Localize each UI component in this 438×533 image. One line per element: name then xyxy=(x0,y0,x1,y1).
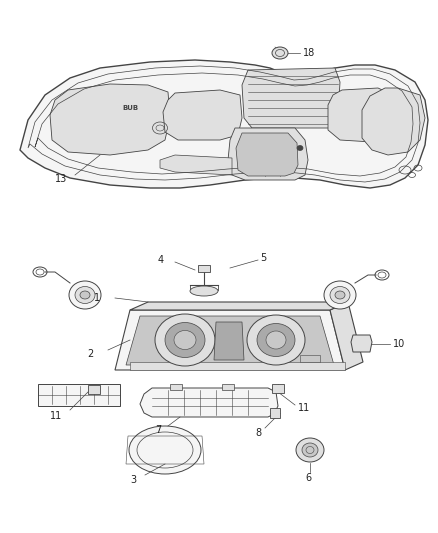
Polygon shape xyxy=(126,316,334,365)
Text: 7: 7 xyxy=(155,425,161,435)
Text: 11: 11 xyxy=(50,411,62,421)
Ellipse shape xyxy=(155,314,215,366)
Ellipse shape xyxy=(302,443,318,457)
Text: 1: 1 xyxy=(94,293,100,303)
Polygon shape xyxy=(228,128,308,180)
Polygon shape xyxy=(88,385,100,394)
Polygon shape xyxy=(214,322,244,360)
Polygon shape xyxy=(160,155,232,175)
Ellipse shape xyxy=(165,322,205,358)
Polygon shape xyxy=(163,90,242,140)
Ellipse shape xyxy=(257,324,295,357)
Ellipse shape xyxy=(80,291,90,299)
Ellipse shape xyxy=(335,291,345,299)
Polygon shape xyxy=(222,384,234,390)
Polygon shape xyxy=(328,88,395,142)
Text: 3: 3 xyxy=(130,475,136,485)
Polygon shape xyxy=(300,355,320,362)
Text: 11: 11 xyxy=(298,403,310,413)
Polygon shape xyxy=(115,310,345,370)
Polygon shape xyxy=(272,384,284,393)
Ellipse shape xyxy=(75,287,95,303)
Polygon shape xyxy=(170,384,182,390)
Polygon shape xyxy=(20,60,428,188)
Text: 4: 4 xyxy=(158,255,164,265)
Polygon shape xyxy=(270,408,280,418)
Polygon shape xyxy=(330,302,363,370)
Ellipse shape xyxy=(190,286,218,296)
Polygon shape xyxy=(242,68,340,128)
Ellipse shape xyxy=(266,331,286,349)
Text: 2: 2 xyxy=(87,349,93,359)
Text: 6: 6 xyxy=(305,473,311,483)
Polygon shape xyxy=(236,133,298,176)
Ellipse shape xyxy=(247,315,305,365)
Text: 18: 18 xyxy=(303,48,315,58)
Text: 13: 13 xyxy=(55,174,67,184)
Text: 8: 8 xyxy=(255,428,261,438)
Ellipse shape xyxy=(69,281,101,309)
Ellipse shape xyxy=(297,146,303,150)
Polygon shape xyxy=(130,302,348,310)
Text: 5: 5 xyxy=(260,253,266,263)
Ellipse shape xyxy=(296,438,324,462)
Polygon shape xyxy=(130,362,345,370)
Ellipse shape xyxy=(129,426,201,474)
Polygon shape xyxy=(362,88,425,155)
Polygon shape xyxy=(38,384,120,406)
Polygon shape xyxy=(50,84,170,155)
Ellipse shape xyxy=(174,330,196,350)
Ellipse shape xyxy=(272,47,288,59)
Text: 10: 10 xyxy=(393,339,405,349)
Polygon shape xyxy=(198,265,210,272)
Ellipse shape xyxy=(330,287,350,303)
Polygon shape xyxy=(351,335,372,352)
Polygon shape xyxy=(140,388,278,417)
Text: BUB: BUB xyxy=(122,105,138,111)
Ellipse shape xyxy=(324,281,356,309)
